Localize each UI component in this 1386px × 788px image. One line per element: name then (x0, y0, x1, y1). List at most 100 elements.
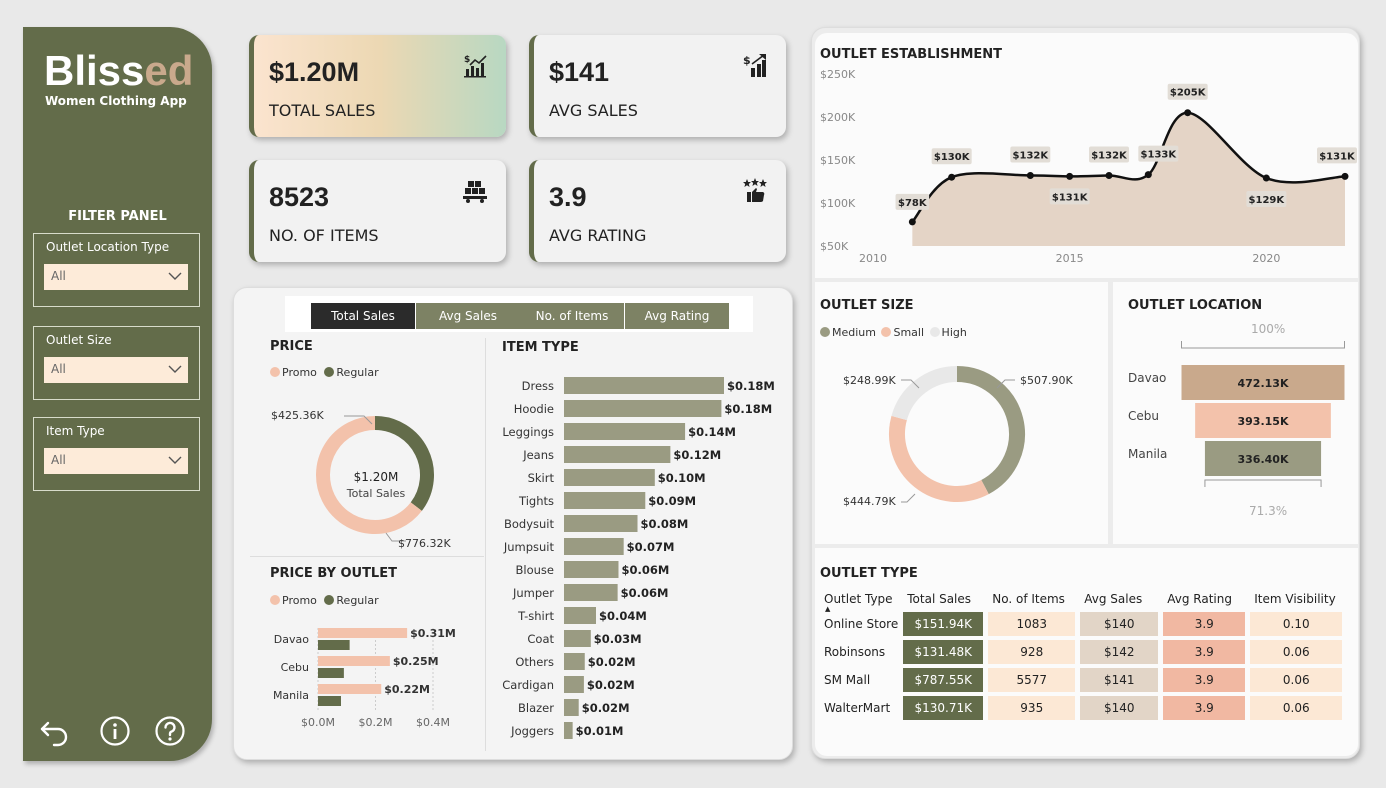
regular-leader-line (344, 415, 373, 425)
svg-text:$: $ (743, 54, 751, 67)
cell-outlet-type: SM Mall (824, 673, 871, 687)
bar (564, 676, 584, 693)
bar (564, 630, 591, 647)
bar (564, 469, 655, 486)
promo-leader-line (385, 532, 406, 542)
y-tick-label: $150K (820, 154, 856, 167)
chevron-down-icon (168, 456, 182, 464)
outlet-size-donut-slices (889, 366, 1025, 502)
category-label: Joggers (510, 724, 554, 738)
category-label: Hoodie (514, 402, 554, 416)
data-point (1144, 171, 1152, 179)
data-label: $205K (1170, 88, 1207, 99)
bar (564, 377, 724, 394)
bar (564, 722, 573, 739)
high-legend-dot (929, 327, 940, 337)
bar-data-label: $0.08M (641, 517, 689, 531)
tab-total-sales[interactable]: Total Sales (311, 303, 415, 329)
column-total-sales[interactable]: Total Sales (907, 592, 972, 606)
outlet-size-legend: Medium Small High (820, 326, 967, 339)
category-label: Blouse (516, 563, 554, 577)
tab-avg-sales[interactable]: Avg Sales (416, 303, 520, 329)
data-point (1105, 171, 1113, 179)
price-donut-slices (316, 416, 434, 534)
cell-avg-rating: 3.9 (1163, 668, 1246, 692)
category-label: Others (515, 655, 554, 669)
outlet-size-high-label: $248.99K (843, 374, 896, 387)
funnel-category-label: Manila (1128, 447, 1167, 461)
data-label-badge (1010, 146, 1051, 163)
data-label-badge (1089, 146, 1129, 163)
bar-data-label: $0.31M (410, 627, 456, 640)
cell-no-of-items: 5577 (988, 668, 1076, 692)
filter-sidebar: Blissed Women Clothing App FILTER PANEL … (23, 27, 212, 761)
cell-avg-rating: 3.9 (1163, 612, 1246, 636)
bar-regular (318, 640, 350, 650)
price-donut-center-label: Total Sales (346, 487, 406, 500)
column-no-of-items[interactable]: No. of Items (992, 592, 1065, 606)
kpi-label: NO. OF ITEMS (269, 226, 379, 245)
funnel-bar (1195, 403, 1331, 438)
outlet-location-funnel: 472.13K Davao 393.15K Cebu 336.40K Manila (1128, 341, 1345, 487)
small-leader-line (901, 493, 916, 503)
funnel-top-bracket (1181, 341, 1345, 349)
help-icon[interactable] (154, 715, 186, 747)
table-row: SM Mall $787.55K 5577 $141 3.9 0.06 (820, 668, 1343, 692)
outlet-size-dropdown[interactable]: All (44, 357, 188, 383)
bar (564, 400, 722, 417)
dropdown-value: All (51, 453, 66, 467)
bar-promo (318, 656, 390, 666)
item-type-chart: Dress $0.18M Hoodie $0.18M Leggings $0.14M Jea… (502, 377, 775, 739)
bar-regular (318, 696, 341, 706)
funnel-data-label: 393.15K (1238, 415, 1289, 428)
y-tick-label: $250K (820, 68, 856, 81)
x-tick-label: 2015 (1056, 252, 1084, 265)
donut-slice-high (891, 366, 958, 421)
kpi-label: AVG RATING (549, 226, 647, 245)
back-arrow-icon[interactable] (38, 715, 70, 747)
data-label: $133K (1141, 150, 1178, 161)
category-label: Cebu (281, 661, 309, 674)
sales-breakdown-panel: Total Sales Avg Sales No. of Items Avg R… (233, 287, 793, 760)
donut-slice-medium (956, 366, 1025, 495)
brand-tagline: Women Clothing App (45, 94, 187, 108)
price-by-outlet-legend: Promo Regular (270, 594, 379, 607)
price-promo-label: $776.32K (398, 537, 451, 550)
outlet-size-medium-label: $507.90K (1020, 374, 1073, 387)
regular-legend-dot (324, 595, 335, 605)
filter-label: Outlet Location Type (46, 240, 170, 254)
info-icon[interactable] (99, 715, 131, 747)
funnel-bottom-percent: 71.3% (1249, 504, 1288, 518)
cell-total-sales: $131.48K (903, 640, 984, 664)
outlet-size-small-label: $444.79K (843, 495, 896, 508)
cell-no-of-items: 1083 (988, 612, 1076, 636)
column-avg-rating[interactable]: Avg Rating (1167, 592, 1232, 606)
filter-label: Item Type (46, 424, 105, 438)
outlet-type-card: OUTLET TYPE Outlet Type ▲ Total Sales No.… (815, 548, 1358, 756)
data-point (1184, 109, 1192, 117)
outlet-location-type-dropdown[interactable]: All (44, 264, 188, 290)
funnel-data-label: 336.40K (1238, 453, 1289, 466)
kpi-value: $141 (549, 57, 610, 87)
column-item-visibility[interactable]: Item Visibility (1254, 592, 1336, 606)
bar-data-label: $0.02M (587, 678, 635, 692)
category-label: Skirt (528, 471, 555, 485)
bar-data-label: $0.01M (576, 724, 624, 738)
bar (564, 699, 579, 716)
bar (564, 492, 646, 509)
sort-asc-icon: ▲ (825, 605, 831, 613)
data-label: $131K (1319, 151, 1356, 162)
funnel-top-percent: 100% (1251, 322, 1286, 336)
tab-no-of-items[interactable]: No. of Items (520, 303, 624, 329)
items-cart-icon (463, 181, 487, 203)
column-avg-sales[interactable]: Avg Sales (1084, 592, 1143, 606)
bar (564, 584, 618, 601)
funnel-bar (1181, 365, 1345, 400)
filter-item-type: Item Type All (33, 417, 200, 491)
column-outlet-type[interactable]: Outlet Type ▲ (824, 592, 893, 613)
item-type-dropdown[interactable]: All (44, 448, 188, 474)
kpi-value: 8523 (269, 182, 330, 212)
donut-slice-promo (316, 416, 422, 534)
data-label-badge (1317, 147, 1357, 164)
tab-avg-rating[interactable]: Avg Rating (625, 303, 729, 329)
